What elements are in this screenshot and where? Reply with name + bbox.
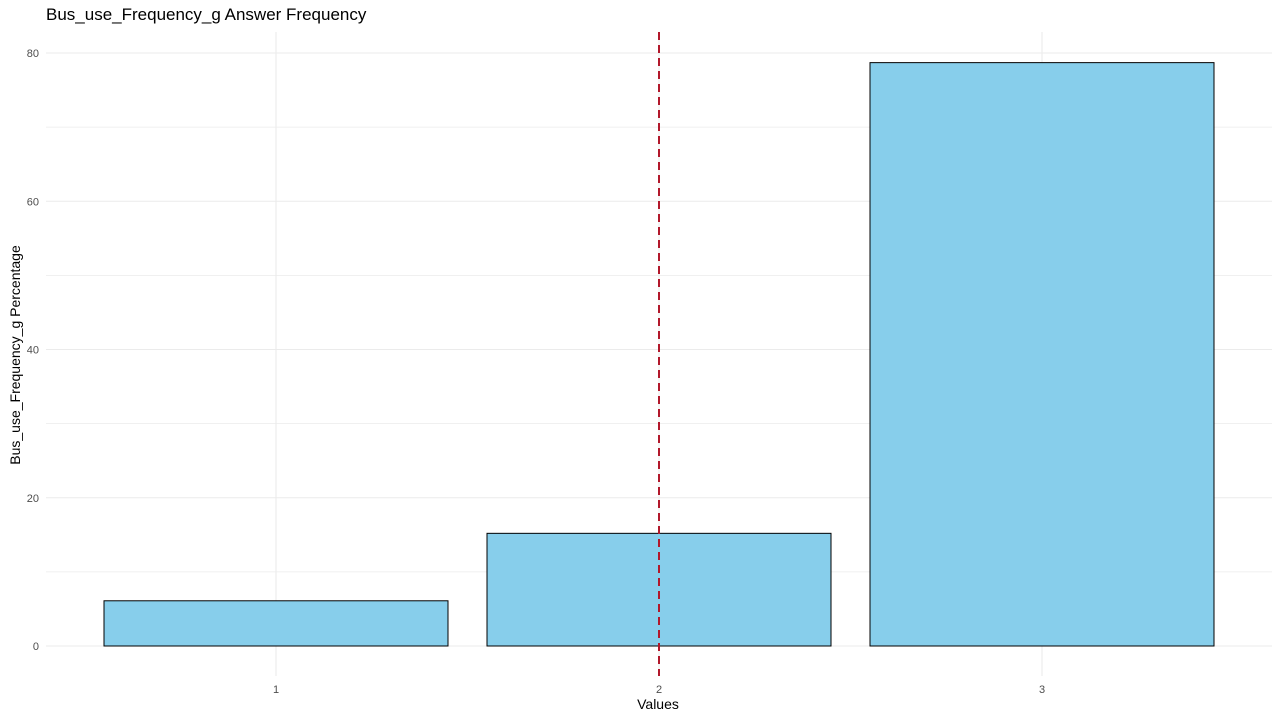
y-tick-label: 20	[27, 493, 39, 505]
bar-3	[869, 62, 1215, 647]
y-tick-label: 80	[27, 48, 39, 60]
y-tick-label: 60	[27, 196, 39, 208]
tick-layer: 0 20 40 60 80 1 2 3	[27, 48, 1045, 696]
bar-1	[103, 600, 449, 647]
chart-title: Bus_use_Frequency_g Answer Frequency	[46, 5, 367, 24]
bar-layer	[103, 62, 1215, 647]
bar-2	[486, 532, 832, 647]
x-tick-label: 1	[273, 684, 279, 696]
x-tick-label: 3	[1039, 684, 1045, 696]
x-tick-label: 2	[656, 684, 662, 696]
x-axis-label: Values	[637, 696, 679, 712]
y-tick-label: 0	[33, 641, 39, 653]
y-tick-label: 40	[27, 345, 39, 357]
